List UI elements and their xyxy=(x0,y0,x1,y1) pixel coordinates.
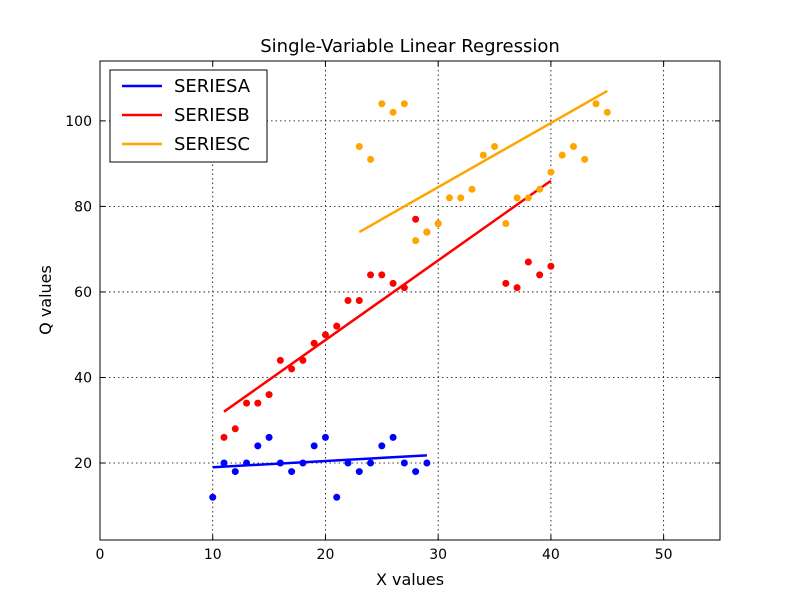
data-point-seriesb xyxy=(243,399,251,407)
data-point-seriesb xyxy=(412,215,420,223)
data-point-seriesc xyxy=(479,151,487,159)
data-point-seriesb xyxy=(378,271,386,279)
data-point-seriesb xyxy=(254,399,262,407)
data-point-seriesa xyxy=(220,459,228,467)
data-point-seriesc xyxy=(513,194,521,202)
data-point-seriesa xyxy=(412,468,420,476)
x-tick-label: 30 xyxy=(429,547,447,563)
data-points xyxy=(209,100,611,501)
data-point-seriesb xyxy=(513,284,521,292)
data-point-seriesb xyxy=(288,365,296,373)
y-tick-label: 20 xyxy=(74,456,92,472)
data-point-seriesc xyxy=(389,108,397,116)
data-point-seriesb xyxy=(367,271,375,279)
data-point-seriesa xyxy=(288,468,296,476)
legend-label-seriesc: SERIESC xyxy=(174,134,250,155)
data-point-seriesa xyxy=(378,442,386,450)
data-point-seriesb xyxy=(524,258,532,266)
data-point-seriesa xyxy=(299,459,307,467)
data-point-seriesc xyxy=(581,155,589,163)
data-point-seriesc xyxy=(569,143,577,151)
data-point-seriesc xyxy=(412,237,420,245)
data-point-seriesc xyxy=(434,220,442,228)
axis-ticks: 0 10 20 30 40 50 20 40 60 80 100 xyxy=(65,61,720,563)
y-tick-label: 40 xyxy=(74,370,92,386)
data-point-seriesa xyxy=(265,433,273,441)
data-point-seriesc xyxy=(502,220,510,228)
x-tick-label: 50 xyxy=(655,547,673,563)
data-point-seriesb xyxy=(547,262,555,270)
x-tick-label: 40 xyxy=(542,547,560,563)
y-axis-label: Q values xyxy=(36,265,55,335)
y-tick-label: 60 xyxy=(74,285,92,301)
data-point-seriesa xyxy=(243,459,251,467)
data-point-seriesc xyxy=(355,143,363,151)
data-point-seriesa xyxy=(276,459,284,467)
data-point-seriesb xyxy=(220,433,228,441)
data-point-seriesb xyxy=(389,279,397,287)
data-point-seriesa xyxy=(321,433,329,441)
data-point-seriesb xyxy=(265,391,273,399)
data-point-seriesb xyxy=(333,322,341,330)
y-tick-label: 100 xyxy=(65,114,92,130)
data-point-seriesc xyxy=(491,143,499,151)
fit-line-seriesc xyxy=(358,89,608,234)
data-point-seriesc xyxy=(457,194,465,202)
legend: SERIESA SERIESB SERIESC xyxy=(109,69,268,163)
y-tick-label: 80 xyxy=(74,199,92,215)
fit-line-seriesb xyxy=(223,179,552,413)
data-point-seriesa xyxy=(310,442,318,450)
data-point-seriesa xyxy=(333,493,341,501)
data-point-seriesa xyxy=(367,459,375,467)
data-point-seriesc xyxy=(423,228,431,236)
x-tick-label: 0 xyxy=(96,547,105,563)
data-point-seriesc xyxy=(536,185,544,193)
data-point-seriesb xyxy=(231,425,239,433)
data-point-seriesa xyxy=(423,459,431,467)
data-point-seriesc xyxy=(378,100,386,108)
data-point-seriesc xyxy=(592,100,600,108)
data-point-seriesb xyxy=(536,271,544,279)
data-point-seriesb xyxy=(299,356,307,364)
data-point-seriesb xyxy=(310,339,318,347)
legend-label-seriesb: SERIESB xyxy=(174,105,250,126)
data-point-seriesc xyxy=(400,100,408,108)
data-point-seriesa xyxy=(355,468,363,476)
x-tick-label: 10 xyxy=(204,547,222,563)
data-point-seriesb xyxy=(344,297,352,304)
data-point-seriesc xyxy=(367,155,375,163)
data-point-seriesc xyxy=(558,151,566,159)
data-point-seriesc xyxy=(524,194,532,202)
data-point-seriesa xyxy=(400,459,408,467)
x-axis-label: X values xyxy=(376,570,444,589)
plot-frame xyxy=(99,60,721,541)
data-point-seriesb xyxy=(276,356,284,364)
data-point-seriesc xyxy=(468,185,476,193)
x-tick-label: 20 xyxy=(317,547,335,563)
data-point-seriesc xyxy=(547,168,555,176)
data-point-seriesb xyxy=(355,297,363,304)
data-point-seriesa xyxy=(389,433,397,441)
data-point-seriesa xyxy=(344,459,352,467)
data-point-seriesc xyxy=(603,108,611,116)
data-point-seriesb xyxy=(502,279,510,287)
legend-label-seriesa: SERIESA xyxy=(174,76,251,97)
data-point-seriesb xyxy=(400,284,408,292)
data-point-seriesa xyxy=(254,442,262,450)
data-point-seriesa xyxy=(231,468,239,476)
data-point-seriesb xyxy=(321,331,329,339)
chart-title: Single-Variable Linear Regression xyxy=(260,36,560,57)
data-point-seriesa xyxy=(209,493,217,501)
data-point-seriesc xyxy=(445,194,453,202)
